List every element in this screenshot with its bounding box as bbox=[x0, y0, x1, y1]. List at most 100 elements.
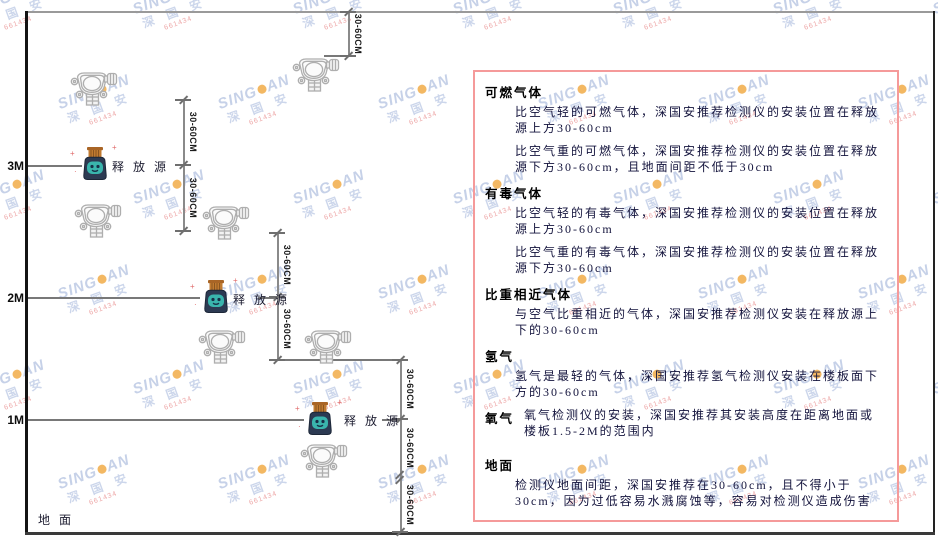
watermark-cn-text: 深 国 安 bbox=[385, 89, 454, 126]
release-source-icon bbox=[83, 147, 107, 181]
level-line-1m bbox=[28, 419, 304, 421]
section-combustible-gas: 可燃气体 比空气轻的可燃气体，深国安推荐检测仪的安装位置在释放源上方30-60c… bbox=[485, 82, 885, 175]
section-heading: 可燃气体 bbox=[485, 86, 544, 100]
watermark-red-text: 661434 bbox=[408, 490, 439, 507]
watermark-cn-text: 深 国 安 bbox=[620, 0, 689, 31]
section-heading: 氧气 bbox=[485, 412, 515, 426]
watermark-red-text: 661434 bbox=[408, 300, 439, 317]
watermark-red-text: 661434 bbox=[163, 395, 194, 412]
watermark-dot-icon bbox=[10, 368, 23, 381]
section-similar-density-gas: 比重相近气体 与空气比重相近的气体，深国安推荐检测仪安装在释放源上下的30-60… bbox=[485, 284, 885, 338]
watermark-dot-icon bbox=[415, 463, 428, 476]
release-source-icon bbox=[204, 280, 228, 314]
sparkle-dot: · bbox=[194, 300, 197, 309]
watermark-dot-icon bbox=[330, 178, 343, 191]
section-paragraph: 比空气轻的有毒气体，深国安推荐检测仪的安装位置在释放源上方30-60cm bbox=[515, 206, 880, 236]
watermark-dot-icon bbox=[95, 273, 108, 286]
watermark-dot-icon bbox=[170, 368, 183, 381]
release-source-label: 释 放 源 bbox=[233, 293, 291, 307]
watermark-dot-icon bbox=[255, 83, 268, 96]
dim-label: 30-60CM bbox=[405, 484, 415, 526]
gas-detector-icon bbox=[300, 444, 348, 478]
section-paragraph: 检测仪地面间距，深国安推荐在30-60cm，且不得小于30cm，因为过低容易水溅… bbox=[515, 478, 872, 508]
gas-detector-icon bbox=[70, 72, 118, 106]
dim-label: 30-60CM bbox=[353, 13, 363, 55]
sparkle-dot: · bbox=[74, 167, 77, 176]
section-heading: 氢气 bbox=[485, 350, 515, 364]
section-paragraph: 比空气重的有毒气体，深国安推荐检测仪的安装位置在释放源下方30-60cm bbox=[515, 245, 880, 275]
section-paragraph: 氢气是最轻的气体，深国安推荐氢气检测仪安装在楼板面下方的30-60cm bbox=[515, 369, 880, 399]
right-edge-line bbox=[933, 11, 935, 534]
section-heading: 有毒气体 bbox=[485, 187, 544, 201]
watermark-red-text: 661434 bbox=[248, 110, 279, 127]
ground-line bbox=[25, 532, 935, 535]
gas-detector-icon bbox=[292, 58, 340, 92]
meter-label-2m: 2M bbox=[7, 291, 24, 305]
release-source-label: 释 放 源 bbox=[344, 414, 402, 428]
watermark-red-text: 661434 bbox=[408, 110, 439, 127]
dim-label: 30-60CM bbox=[282, 308, 292, 350]
watermark-dot-icon bbox=[255, 463, 268, 476]
watermark-cn-text: 深 国 安 bbox=[225, 89, 294, 126]
section-oxygen: 氧气 氧气检测仪的安装，深国安推荐其安装高度在距离地面或楼板1.5-2M的范围内 bbox=[485, 408, 885, 439]
installation-guidelines-panel: 可燃气体 比空气轻的可燃气体，深国安推荐检测仪的安装位置在释放源上方30-60c… bbox=[473, 70, 899, 522]
sparkle-dot: + bbox=[70, 149, 75, 158]
sparkle-dot: + bbox=[233, 276, 238, 285]
watermark-dot-icon bbox=[170, 178, 183, 191]
watermark-dot-icon bbox=[95, 463, 108, 476]
sparkle-dot: + bbox=[112, 143, 117, 152]
watermark-cn-text: 深 国 安 bbox=[65, 469, 134, 506]
watermark-dot-icon bbox=[415, 273, 428, 286]
dim-label: 30-60CM bbox=[188, 177, 198, 219]
gas-detector-icon bbox=[74, 204, 122, 238]
sparkle-dot: + bbox=[337, 398, 342, 407]
dim-label: 30-60CM bbox=[405, 368, 415, 410]
level-line-1m-right bbox=[382, 419, 401, 421]
wall-line bbox=[25, 11, 28, 534]
watermark-cn-text: 深 国 安 bbox=[140, 374, 209, 411]
watermark-dot-icon bbox=[330, 368, 343, 381]
watermark-cn-text: 深 国 安 bbox=[140, 0, 209, 31]
section-paragraph: 比空气轻的可燃气体，深国安推荐检测仪的安装位置在释放源上方30-60cm bbox=[515, 105, 880, 135]
watermark-cn-text: 深 国 安 bbox=[780, 0, 849, 31]
section-ground: 地面 检测仪地面间距，深国安推荐在30-60cm，且不得小于30cm，因为过低容… bbox=[485, 455, 885, 509]
dimension-line bbox=[348, 12, 350, 56]
dim-label: 30-60CM bbox=[188, 111, 198, 153]
release-source-label: 释 放 源 bbox=[112, 160, 170, 174]
section-heading: 比重相近气体 bbox=[485, 288, 573, 302]
section-paragraph: 比空气重的可燃气体，深国安推荐检测仪的安装位置在释放源下方30-60cm，且地面… bbox=[515, 144, 880, 174]
dim-label: 30-60CM bbox=[405, 427, 415, 469]
meter-label-1m: 1M bbox=[7, 413, 24, 427]
watermark-cn-text: 深 国 安 bbox=[300, 184, 369, 221]
section-toxic-gas: 有毒气体 比空气轻的有毒气体，深国安推荐检测仪的安装位置在释放源上方30-60c… bbox=[485, 183, 885, 276]
section-paragraph: 与空气比重相近的气体，深国安推荐检测仪安装在释放源上下的30-60cm bbox=[515, 307, 880, 337]
level-line-3m bbox=[28, 165, 82, 167]
gas-detector-icon bbox=[304, 330, 352, 364]
watermark-red-text: 661434 bbox=[323, 205, 354, 222]
sparkle-dot: + bbox=[190, 282, 195, 291]
watermark-cn-text: 深 国 安 bbox=[225, 469, 294, 506]
gas-detector-icon bbox=[198, 330, 246, 364]
watermark-red-text: 661434 bbox=[88, 490, 119, 507]
watermark-red-text: 661434 bbox=[88, 110, 119, 127]
watermark-red-text: 661434 bbox=[248, 490, 279, 507]
watermark-cn-text: 深 国 安 bbox=[385, 469, 454, 506]
